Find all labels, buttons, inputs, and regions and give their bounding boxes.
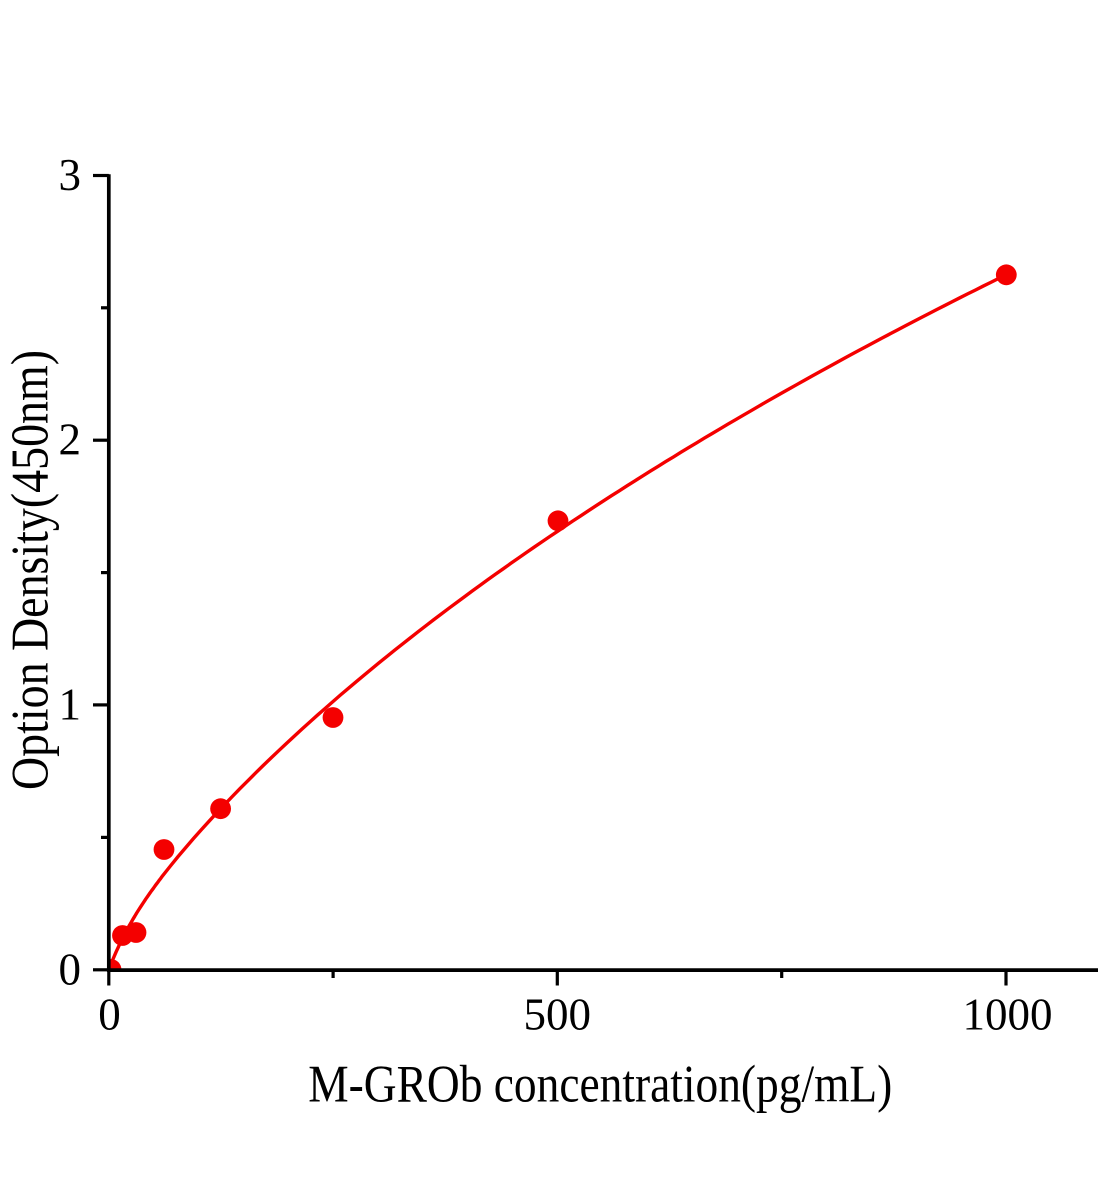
svg-text:2: 2 [59, 415, 82, 465]
svg-text:Option Density(450nm): Option Density(450nm) [2, 350, 60, 790]
svg-text:0: 0 [59, 944, 82, 994]
svg-text:1: 1 [59, 679, 82, 729]
svg-text:0: 0 [98, 990, 121, 1040]
svg-text:1000: 1000 [963, 990, 1053, 1040]
svg-text:M-GROb concentration(pg/mL): M-GROb concentration(pg/mL) [308, 1056, 892, 1114]
svg-text:3: 3 [59, 150, 82, 200]
svg-text:500: 500 [524, 990, 592, 1040]
